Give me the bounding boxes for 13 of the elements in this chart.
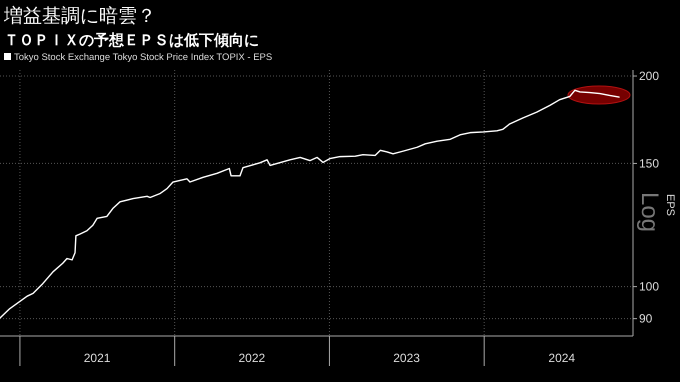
y-axis-title: EPS [664,194,676,216]
y-tick-label: 200 [639,69,660,84]
legend: Tokyo Stock Exchange Tokyo Stock Price Index TOPIX - EPS [4,52,272,63]
y-tick-label: 100 [639,280,660,294]
chart-title: 増益基調に暗雲？ [3,5,156,27]
x-tick-label: 2023 [393,351,420,365]
y-tick-label: 150 [639,156,660,170]
y-tick-label: 90 [639,312,653,326]
chart-subtitle: ＴＯＰＩＸの予想ＥＰＳは低下傾向に [4,32,259,49]
text: Log [636,192,663,232]
x-tick-label: 2022 [238,351,266,365]
x-tick-label: 2021 [84,351,111,365]
x-tick-label: 2024 [548,351,576,365]
